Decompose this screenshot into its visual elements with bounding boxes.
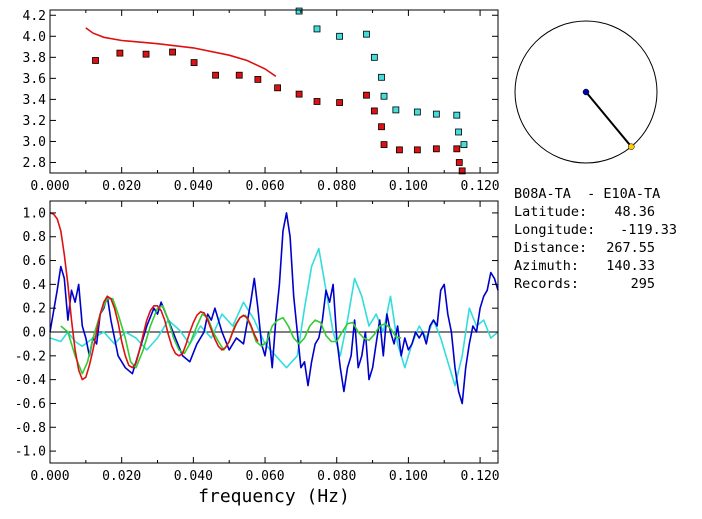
dispersion-point-red xyxy=(92,57,99,64)
dispersion-point-cyan xyxy=(336,32,343,40)
dispersion-point-cyan xyxy=(455,128,462,136)
correlation-y-tick-label: 0.2 xyxy=(23,302,46,317)
dispersion-point-cyan xyxy=(392,106,400,114)
dispersion-x-tick-label: 0.000 xyxy=(30,179,69,194)
dispersion-point-red xyxy=(313,98,321,105)
dispersion-point-cyan xyxy=(313,25,321,33)
dispersion-point-cyan xyxy=(432,110,440,118)
dispersion-axes: 0.000 0.020 0.040 0.060 0.080 0.100 0.120 2.8 3.… xyxy=(23,9,500,194)
dispersion-point-cyan xyxy=(460,141,468,149)
dispersion-point-red xyxy=(190,59,198,66)
dispersion-point-red xyxy=(363,91,370,99)
station-pair: B08A-TA - E10A-TA xyxy=(514,186,660,202)
dispersion-point-red xyxy=(413,146,421,154)
dispersion-point-cyan xyxy=(453,111,461,119)
correlation-y-tick-label: -0.4 xyxy=(15,373,46,388)
dispersion-y-tick-label: 3.2 xyxy=(23,114,46,129)
dispersion-x-tick-label: 0.040 xyxy=(174,179,213,194)
dispersion-plot-frame xyxy=(49,9,499,174)
station-info-panel: B08A-TA - E10A-TA Latitude: 48.36 Longit… xyxy=(514,186,677,292)
compass-center-dot xyxy=(582,88,590,96)
dispersion-x-tick-label: 0.060 xyxy=(245,179,284,194)
dispersion-x-tick-label: 0.100 xyxy=(389,179,428,194)
correlation-y-tick-label: 0.4 xyxy=(23,278,47,293)
correlation-chart: 0.000 0.020 0.040 0.060 0.080 0.100 0.120 1.0 0.… xyxy=(15,200,500,507)
correlation-y-tick-label: 0.6 xyxy=(23,254,46,269)
dispersion-curve-red xyxy=(85,27,277,77)
azimuth-tip-dot xyxy=(628,143,635,150)
dispersion-y-tick-label: 3.6 xyxy=(23,72,46,87)
azimuth-needle xyxy=(585,91,633,148)
correlation-y-tick-label: -0.6 xyxy=(15,397,46,412)
correlation-x-tick-label: 0.040 xyxy=(174,469,213,484)
dispersion-point-red xyxy=(396,146,403,154)
dispersion-y-tick-label: 3.0 xyxy=(23,135,46,150)
dispersion-y-tick-label: 4.2 xyxy=(23,9,46,24)
dispersion-point-red xyxy=(370,107,378,115)
dispersion-point-red xyxy=(432,145,440,153)
correlation-x-tick-label: 0.080 xyxy=(317,469,356,484)
correlation-y-tick-label: -1.0 xyxy=(15,445,46,460)
dispersion-point-cyan xyxy=(370,53,378,61)
correlation-x-tick-label: 0.100 xyxy=(389,469,428,484)
correlation-x-tick-label: 0.120 xyxy=(461,469,500,484)
correlation-axes: 0.000 0.020 0.040 0.060 0.080 0.100 0.120 1.0 0.… xyxy=(15,201,500,484)
dispersion-point-cyan xyxy=(380,92,388,100)
dispersion-x-tick-label: 0.120 xyxy=(461,179,500,194)
dispersion-point-red xyxy=(142,50,150,58)
dispersion-point-red xyxy=(458,167,466,175)
records-value: 295 xyxy=(631,276,655,292)
dispersion-point-red xyxy=(336,99,343,106)
correlation-y-tick-label: -0.2 xyxy=(15,349,46,364)
correlation-x-tick-label: 0.060 xyxy=(245,469,284,484)
dispersion-point-red xyxy=(212,71,219,79)
dispersion-point-red xyxy=(235,71,243,79)
dispersion-y-tick-label: 3.4 xyxy=(23,93,47,108)
correlation-series-red xyxy=(49,212,259,381)
dispersion-data xyxy=(85,7,468,175)
correlation-x-tick-label: 0.020 xyxy=(102,469,141,484)
dispersion-point-red xyxy=(380,141,388,149)
correlation-y-tick-label: -0.8 xyxy=(15,421,46,436)
records-label: Records: xyxy=(514,276,579,292)
azimuth-value: 140.33 xyxy=(606,258,655,274)
distance-value: 267.55 xyxy=(606,240,655,256)
correlation-series-blue xyxy=(49,212,499,405)
azimuth-compass xyxy=(514,20,658,164)
dispersion-point-cyan xyxy=(295,7,303,15)
dispersion-x-tick-label: 0.080 xyxy=(317,179,356,194)
distance-label: Distance: xyxy=(514,240,587,256)
dispersion-point-cyan xyxy=(363,30,370,38)
correlation-y-tick-label: 0.8 xyxy=(23,230,46,245)
latitude-label: Latitude: xyxy=(514,204,587,220)
compass-circle xyxy=(514,20,658,164)
correlation-y-tick-label: 1.0 xyxy=(23,206,46,221)
longitude-value: -119.33 xyxy=(620,222,677,238)
dispersion-y-tick-label: 4.0 xyxy=(23,30,46,45)
dispersion-point-red xyxy=(453,145,461,153)
dispersion-point-red xyxy=(254,76,262,83)
azimuth-label: Azimuth: xyxy=(514,258,579,274)
dispersion-chart: 0.000 0.020 0.040 0.060 0.080 0.100 0.120 2.8 3.… xyxy=(23,7,500,194)
dispersion-y-tick-label: 2.8 xyxy=(23,156,46,171)
dispersion-point-red xyxy=(295,90,303,98)
correlation-y-tick-label: 0.0 xyxy=(23,326,46,341)
dispersion-point-cyan xyxy=(378,73,385,81)
longitude-label: Longitude: xyxy=(514,222,595,238)
dispersion-point-red xyxy=(274,84,281,92)
dispersion-point-red xyxy=(378,123,385,131)
x-axis-label: frequency (Hz) xyxy=(198,486,350,507)
dispersion-y-tick-label: 3.8 xyxy=(23,51,46,66)
dispersion-point-red xyxy=(455,159,463,166)
latitude-value: 48.36 xyxy=(614,204,655,220)
correlation-x-tick-label: 0.000 xyxy=(30,469,69,484)
dispersion-point-red xyxy=(169,48,176,56)
dispersion-point-red xyxy=(116,49,124,57)
correlation-data xyxy=(49,212,499,405)
dispersion-x-tick-label: 0.020 xyxy=(102,179,141,194)
dispersion-point-cyan xyxy=(413,108,421,116)
correlation-series-cyan xyxy=(49,247,499,387)
